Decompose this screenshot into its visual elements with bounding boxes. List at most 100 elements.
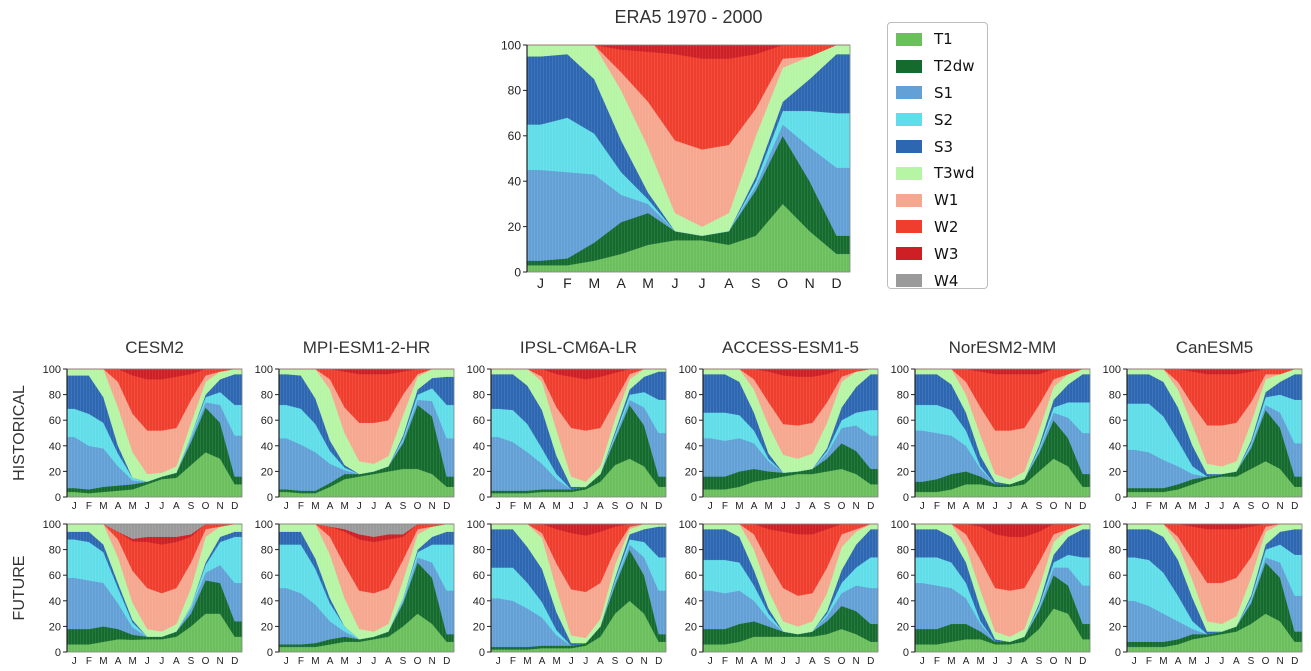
x-tick-label: D [1291, 501, 1298, 512]
chart-title: ACCESS-ESM1-5 [722, 338, 859, 357]
x-tick-label: O [777, 275, 788, 291]
x-tick-label: A [173, 656, 180, 667]
y-tick-label: 0 [903, 492, 909, 504]
y-tick-label: 0 [267, 647, 273, 659]
legend-swatch [896, 166, 922, 180]
bar-texture [68, 369, 240, 497]
y-tick-label: 20 [261, 466, 273, 478]
legend-label: W1 [934, 191, 959, 210]
y-tick-label: 40 [261, 441, 273, 453]
x-tick-label: N [217, 656, 224, 667]
x-tick-label: S [824, 501, 831, 512]
x-tick-label: O [202, 656, 210, 667]
x-tick-label: O [202, 501, 210, 512]
x-tick-label: J [708, 656, 713, 667]
x-tick-label: J [795, 656, 800, 667]
x-tick-label: J [159, 656, 164, 667]
x-tick-label: J [284, 656, 289, 667]
chart-title: IPSL-CM6A-LR [520, 338, 637, 357]
x-tick-label: N [1277, 501, 1284, 512]
y-tick-label: 20 [1109, 466, 1121, 478]
bar-texture [492, 524, 664, 652]
x-tick-label: F [563, 275, 572, 291]
x-tick-label: O [1050, 501, 1058, 512]
legend-item-w3: W3 [888, 240, 987, 267]
x-tick-label: M [1159, 656, 1167, 667]
y-tick-label: 40 [473, 596, 485, 608]
y-tick-label: 80 [261, 390, 273, 402]
legend-swatch [896, 113, 922, 127]
x-tick-label: O [838, 656, 846, 667]
x-tick-label: J [371, 501, 376, 512]
x-tick-label: M [340, 656, 348, 667]
x-tick-label: O [1262, 656, 1270, 667]
y-tick-label: 40 [49, 441, 61, 453]
x-tick-label: S [824, 656, 831, 667]
y-tick-label: 20 [897, 466, 909, 478]
x-tick-label: M [764, 656, 772, 667]
x-tick-label: D [655, 656, 662, 667]
legend-swatch [896, 86, 922, 100]
legend-swatch [896, 220, 922, 234]
x-tick-label: F [1146, 656, 1152, 667]
x-tick-label: D [443, 656, 450, 667]
x-tick-label: A [1175, 501, 1182, 512]
y-tick-label: 20 [897, 621, 909, 633]
chart-title: CanESM5 [1176, 338, 1253, 357]
y-tick-label: 40 [897, 441, 909, 453]
legend-item-t3wd: T3wd [888, 160, 987, 187]
x-tick-label: A [724, 275, 734, 291]
y-tick-label: 80 [473, 390, 485, 402]
x-tick-label: F [298, 656, 304, 667]
y-tick-label: 100 [467, 364, 485, 376]
x-tick-label: A [1021, 656, 1028, 667]
x-tick-label: J [583, 656, 588, 667]
x-tick-label: M [99, 656, 107, 667]
x-tick-label: M [1188, 501, 1196, 512]
y-tick-label: 60 [1109, 570, 1121, 582]
x-tick-label: O [414, 501, 422, 512]
legend-label: S1 [934, 83, 954, 102]
y-tick-label: 60 [49, 415, 61, 427]
x-tick-label: M [523, 501, 531, 512]
x-tick-label: O [1262, 501, 1270, 512]
y-tick-label: 0 [479, 492, 485, 504]
y-tick-label: 80 [508, 84, 522, 98]
x-tick-label: J [993, 501, 998, 512]
y-tick-label: 100 [679, 519, 697, 531]
legend-item-s2: S2 [888, 106, 987, 133]
x-tick-label: A [751, 501, 758, 512]
x-tick-label: S [612, 501, 619, 512]
x-tick-label: J [159, 501, 164, 512]
chart-title: MPI-ESM1-2-HR [303, 338, 431, 357]
x-tick-label: J [583, 501, 588, 512]
y-tick-label: 60 [49, 570, 61, 582]
x-tick-label: A [597, 501, 604, 512]
y-tick-label: 60 [897, 415, 909, 427]
y-tick-label: 60 [261, 570, 273, 582]
x-tick-label: O [414, 656, 422, 667]
legend-label: T3wd [934, 164, 975, 183]
x-tick-label: N [853, 656, 860, 667]
x-tick-label: S [751, 275, 760, 291]
y-tick-label: 100 [679, 364, 697, 376]
bar-texture [1128, 524, 1300, 652]
x-tick-label: A [385, 656, 392, 667]
x-tick-label: F [1146, 501, 1152, 512]
y-tick-label: 0 [1115, 647, 1121, 659]
y-tick-label: 60 [473, 570, 485, 582]
y-tick-label: 80 [473, 545, 485, 557]
x-tick-label: J [920, 501, 925, 512]
x-tick-label: A [327, 656, 334, 667]
y-tick-label: 60 [685, 570, 697, 582]
x-tick-label: D [867, 656, 874, 667]
y-tick-label: 80 [685, 390, 697, 402]
y-tick-label: 80 [897, 390, 909, 402]
x-tick-label: J [1219, 656, 1224, 667]
y-tick-label: 0 [55, 492, 61, 504]
legend-item-w4: W4 [888, 267, 987, 294]
x-tick-label: J [284, 501, 289, 512]
